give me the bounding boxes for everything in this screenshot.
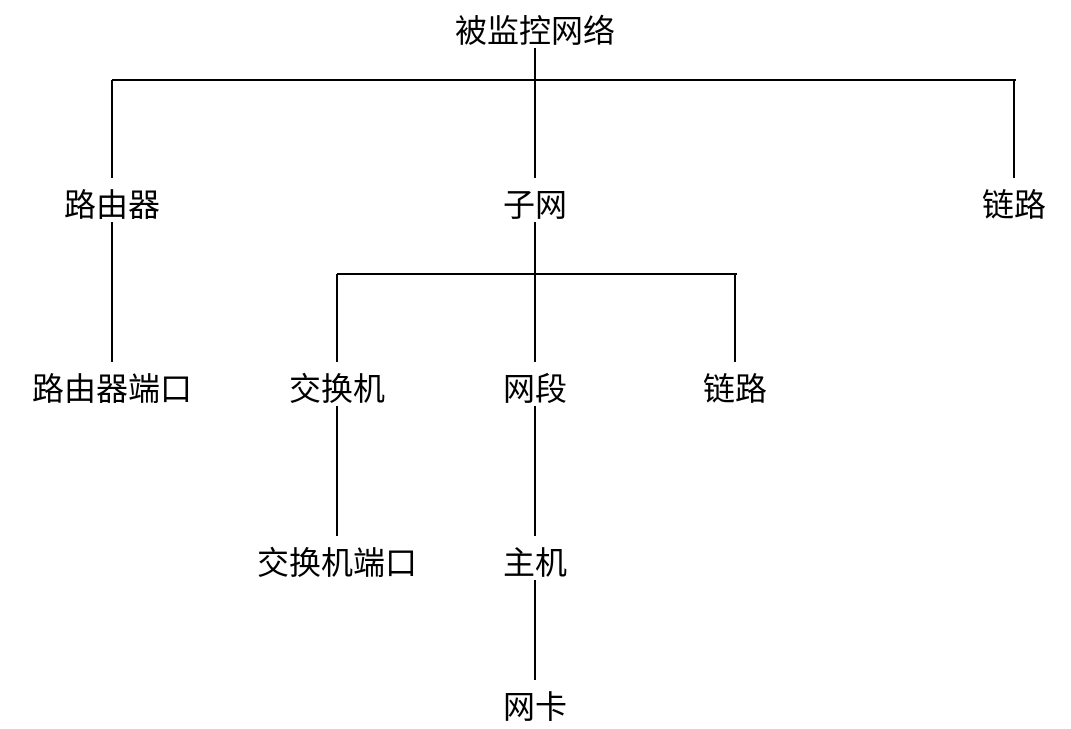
edge-row2-drop-1 — [534, 274, 536, 362]
edge-root-stem — [534, 48, 536, 80]
edge-segment-child — [534, 406, 536, 536]
node-switch-port: 交换机端口 — [257, 538, 417, 584]
edge-row1-drop-0 — [111, 80, 113, 178]
node-host: 主机 — [503, 538, 567, 584]
edge-row1-drop-2 — [1013, 80, 1015, 178]
node-link-top: 链路 — [982, 180, 1046, 226]
edge-subnet-stem — [534, 222, 536, 274]
edge-row1-drop-1 — [534, 80, 536, 178]
edge-router-child — [111, 222, 113, 362]
node-subnet: 子网 — [503, 180, 567, 226]
node-link-sub: 链路 — [703, 364, 767, 410]
edge-row2-bus — [337, 273, 737, 275]
node-segment: 网段 — [503, 364, 567, 410]
edge-row1-bus — [112, 79, 1016, 81]
edge-switch-child — [336, 406, 338, 536]
edge-row2-drop-2 — [734, 274, 736, 362]
node-router: 路由器 — [64, 180, 160, 226]
node-switch: 交换机 — [289, 364, 385, 410]
edge-host-child — [534, 580, 536, 680]
node-nic: 网卡 — [503, 682, 567, 728]
node-router-port: 路由器端口 — [32, 364, 192, 410]
node-root: 被监控网络 — [455, 6, 615, 52]
edge-row2-drop-0 — [336, 274, 338, 362]
